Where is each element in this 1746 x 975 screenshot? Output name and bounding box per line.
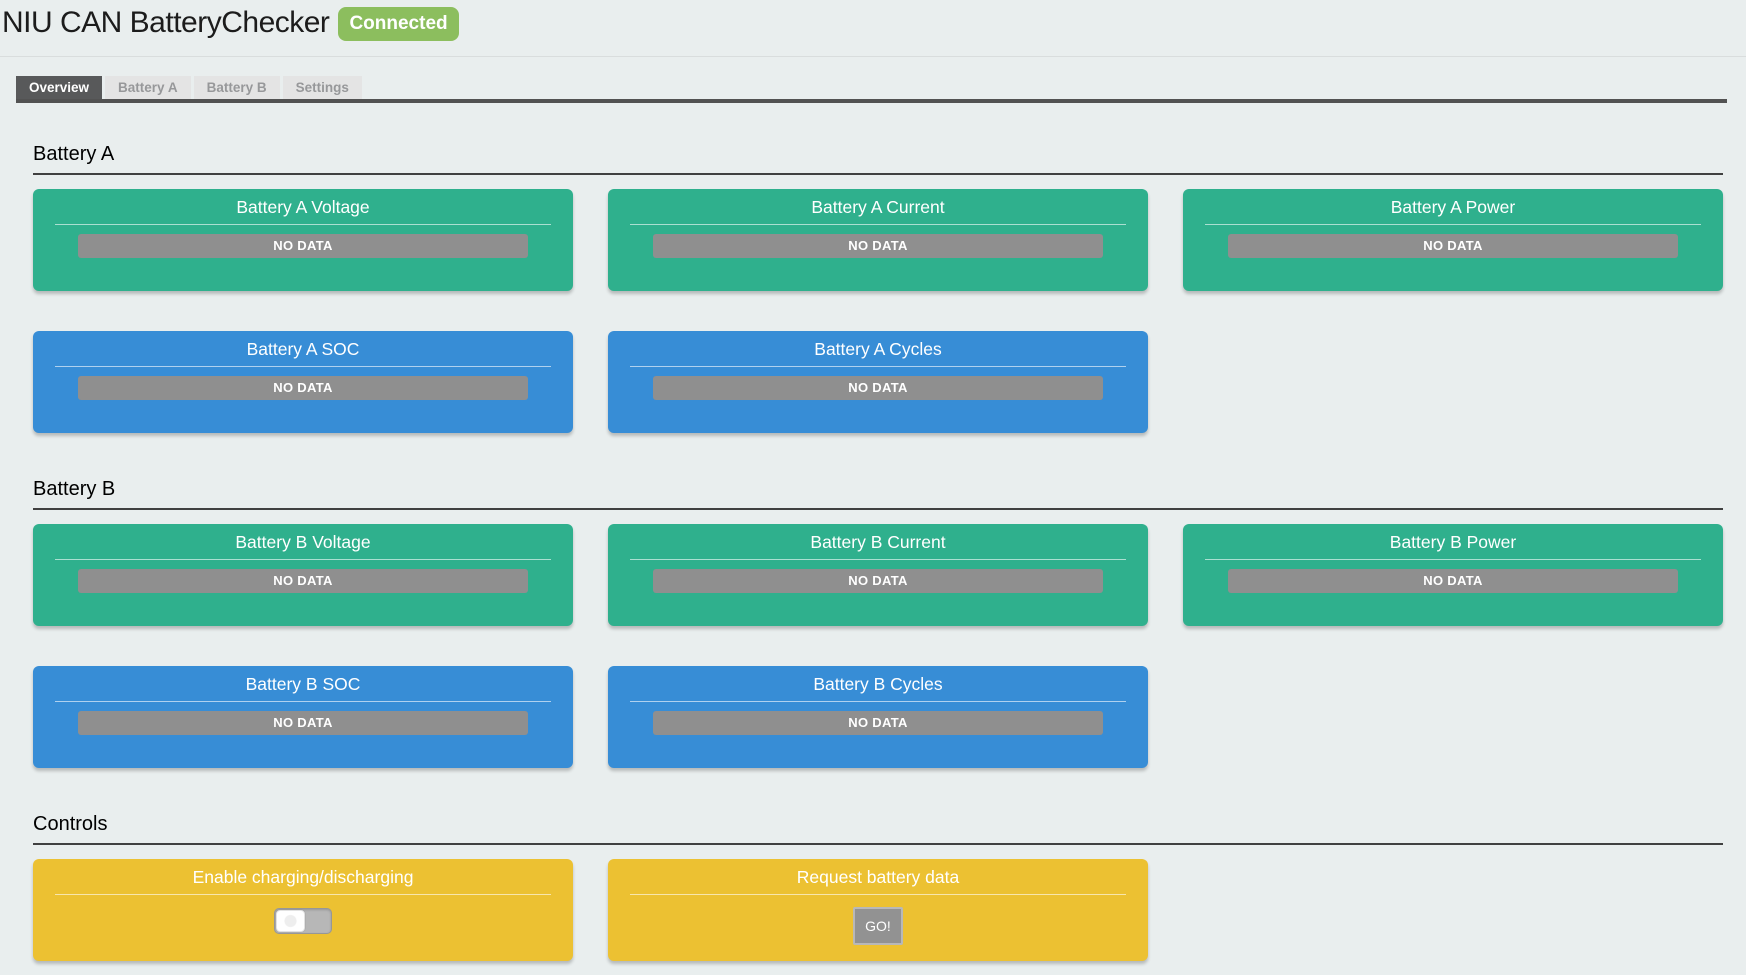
widget-battery-b-soc: Battery B SOC NO DATA — [33, 666, 573, 768]
widget-request-battery-data: Request battery data GO! — [608, 859, 1148, 961]
widget-value: NO DATA — [1228, 569, 1678, 593]
section-divider — [33, 173, 1723, 175]
battery-a-row-1: Battery A Voltage NO DATA Battery A Curr… — [33, 189, 1723, 291]
widget-value: NO DATA — [78, 376, 528, 400]
widget-value: NO DATA — [653, 234, 1103, 258]
page-title: NIU CAN BatteryChecker — [2, 6, 330, 39]
controls-row: Enable charging/discharging Request batt… — [33, 859, 1723, 961]
widget-divider — [55, 559, 551, 560]
widget-title: Battery B Voltage — [235, 532, 371, 552]
widget-battery-b-current: Battery B Current NO DATA — [608, 524, 1148, 626]
section-battery-a: Battery A Battery A Voltage NO DATA Batt… — [33, 144, 1723, 433]
widget-title: Battery A Voltage — [236, 197, 370, 217]
widget-divider — [55, 701, 551, 702]
section-battery-b: Battery B Battery B Voltage NO DATA Batt… — [33, 479, 1723, 768]
widget-battery-a-cycles: Battery A Cycles NO DATA — [608, 331, 1148, 433]
widget-divider — [55, 224, 551, 225]
widget-value: NO DATA — [78, 569, 528, 593]
widget-title: Battery A Power — [1390, 197, 1516, 217]
widget-battery-a-current: Battery A Current NO DATA — [608, 189, 1148, 291]
widget-title: Enable charging/discharging — [192, 867, 414, 887]
widget-title: Battery B SOC — [245, 674, 361, 694]
tab-battery-a[interactable]: Battery A — [105, 76, 191, 99]
widget-title: Battery A SOC — [246, 339, 360, 359]
section-divider — [33, 508, 1723, 510]
toggle-knob[interactable] — [276, 910, 305, 932]
widget-battery-b-voltage: Battery B Voltage NO DATA — [33, 524, 573, 626]
widget-divider — [630, 224, 1126, 225]
widget-divider — [630, 894, 1126, 895]
widget-battery-b-cycles: Battery B Cycles NO DATA — [608, 666, 1148, 768]
widget-value: NO DATA — [78, 234, 528, 258]
widget-value: NO DATA — [1228, 234, 1678, 258]
go-button[interactable]: GO! — [853, 907, 903, 945]
widget-title: Battery B Power — [1389, 532, 1517, 552]
widget-divider — [1205, 559, 1701, 560]
widget-divider — [630, 366, 1126, 367]
widget-divider — [1205, 224, 1701, 225]
widget-divider — [55, 894, 551, 895]
section-heading-controls: Controls — [33, 813, 108, 835]
widget-battery-a-soc: Battery A SOC NO DATA — [33, 331, 573, 433]
widget-battery-a-power: Battery A Power NO DATA — [1183, 189, 1723, 291]
widget-title: Battery A Cycles — [814, 339, 942, 359]
charging-toggle[interactable] — [274, 908, 332, 934]
battery-a-row-2: Battery A SOC NO DATA Battery A Cycles N… — [33, 331, 1723, 433]
widget-battery-a-voltage: Battery A Voltage NO DATA — [33, 189, 573, 291]
widget-value: NO DATA — [653, 569, 1103, 593]
section-heading-battery-a: Battery A — [33, 143, 115, 165]
widget-enable-charging: Enable charging/discharging — [33, 859, 573, 961]
app-header: NIU CAN BatteryChecker Connected — [0, 0, 1746, 57]
widget-title: Battery B Current — [810, 532, 946, 552]
widget-divider — [55, 366, 551, 367]
widget-value: NO DATA — [653, 711, 1103, 735]
tab-bar: Overview Battery A Battery B Settings — [16, 76, 1727, 103]
section-controls: Controls Enable charging/discharging Req… — [33, 814, 1723, 961]
widget-battery-b-power: Battery B Power NO DATA — [1183, 524, 1723, 626]
tab-settings[interactable]: Settings — [282, 76, 362, 99]
widget-title: Battery A Current — [811, 197, 945, 217]
toggle-wrap — [33, 908, 573, 934]
widget-divider — [630, 559, 1126, 560]
widget-value: NO DATA — [653, 376, 1103, 400]
widget-divider — [630, 701, 1126, 702]
section-divider — [33, 843, 1723, 845]
widget-title: Request battery data — [796, 867, 960, 887]
battery-b-row-2: Battery B SOC NO DATA Battery B Cycles N… — [33, 666, 1723, 768]
tab-overview[interactable]: Overview — [16, 76, 103, 99]
tab-battery-b[interactable]: Battery B — [193, 76, 280, 99]
section-heading-battery-b: Battery B — [33, 478, 116, 500]
connection-status-badge: Connected — [338, 7, 459, 41]
widget-value: NO DATA — [78, 711, 528, 735]
dashboard: Battery A Battery A Voltage NO DATA Batt… — [0, 144, 1746, 961]
widget-title: Battery B Cycles — [813, 674, 943, 694]
battery-b-row-1: Battery B Voltage NO DATA Battery B Curr… — [33, 524, 1723, 626]
